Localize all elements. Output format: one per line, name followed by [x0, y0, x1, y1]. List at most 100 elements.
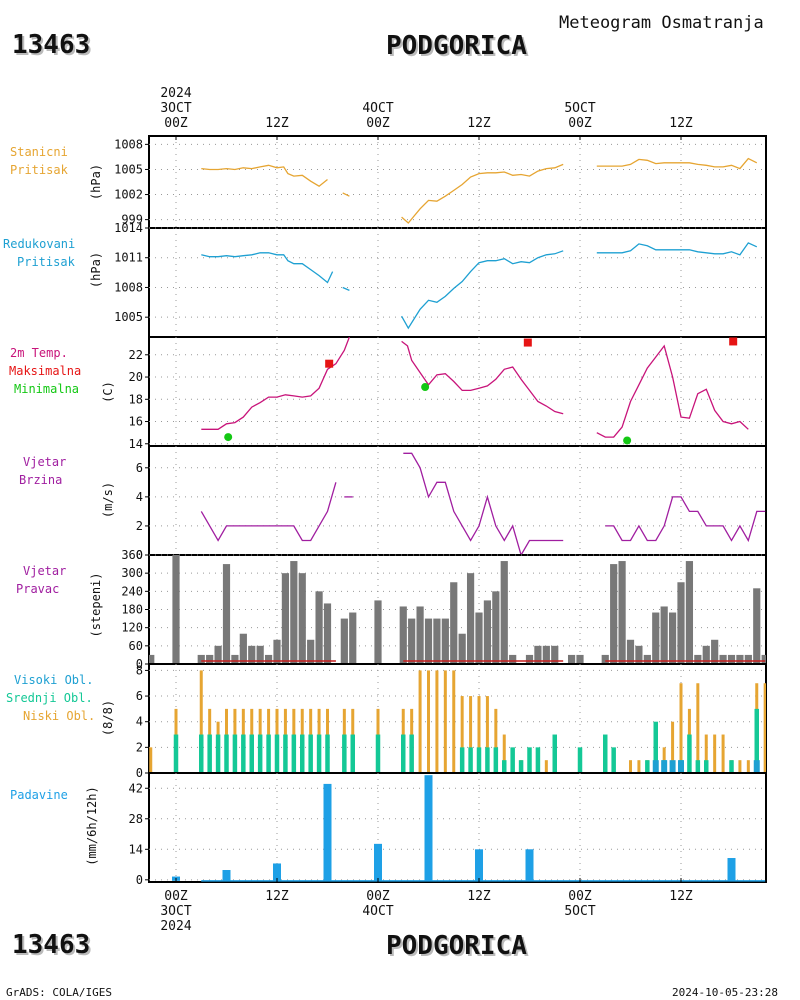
- cloud-bar-mid: [401, 734, 406, 773]
- wind-dir-bar: [500, 561, 508, 664]
- cloud-bar-mid: [527, 747, 532, 773]
- wind-dir-bar: [441, 618, 449, 664]
- series-line: [342, 286, 350, 291]
- min-temp-marker: [224, 433, 233, 442]
- wind-dir-bar: [264, 654, 273, 664]
- wind-dir-bar: [206, 654, 214, 664]
- cloud-bar-low: [637, 760, 641, 773]
- cloud-bar-mid: [704, 760, 709, 773]
- min-temp-marker: [623, 436, 632, 445]
- cloud-bar-high: [678, 760, 685, 773]
- top-time-label: 12Z: [467, 116, 491, 131]
- wind-dir-bar: [483, 600, 492, 664]
- wind-dir-bar: [643, 654, 651, 664]
- top-time-label: 00Z: [366, 116, 390, 131]
- cloud-bar-mid: [173, 734, 179, 773]
- bottom-time-label: 4OCT: [362, 904, 393, 919]
- panel-frame: [148, 336, 767, 447]
- plot-area: [149, 670, 766, 773]
- precip-bar: [727, 858, 736, 881]
- panel-1: 999 1002 1005 1008 (hPa) Stanicni Pritisak: [10, 135, 767, 229]
- wind-dir-bar: [458, 633, 466, 664]
- wind-dir-bar: [677, 582, 685, 664]
- cloud-bar-mid: [468, 747, 473, 773]
- y-tick-label: 22: [129, 348, 143, 362]
- panel-label: Maksimalna: [9, 364, 81, 378]
- y-tick-label: 6: [136, 689, 143, 703]
- panel-label: Stanicni: [10, 145, 68, 159]
- cloud-bar-mid: [535, 747, 541, 773]
- cloud-bar-mid: [493, 747, 499, 773]
- precip-bar: [222, 870, 231, 881]
- cloud-bar-mid: [485, 747, 490, 773]
- cloud-bar-mid: [375, 734, 381, 773]
- cloud-bar-mid: [241, 734, 246, 773]
- cloud-bar-mid: [552, 734, 558, 773]
- panel-5: 0 60 120 180 240 300 360 (stepeni) Vjetar Pravac: [16, 548, 767, 671]
- wind-dir-bar: [298, 573, 306, 664]
- cloud-bar-mid: [577, 747, 583, 773]
- wind-dir-bar: [626, 639, 635, 664]
- max-temp-marker: [325, 359, 334, 368]
- cloud-bar-mid: [207, 734, 212, 773]
- wind-dir-bar: [214, 645, 222, 664]
- y-tick-label: 0: [136, 873, 143, 887]
- plot-area: [172, 775, 766, 882]
- wind-dir-bar: [408, 618, 416, 664]
- cloud-bar-mid: [603, 734, 608, 773]
- y-tick-label: 1011: [114, 251, 143, 265]
- y-axis-label: (hPa): [89, 252, 103, 288]
- wind-dir-bar: [525, 654, 534, 664]
- y-tick-label: 999: [121, 213, 143, 227]
- panel-frame: [148, 445, 767, 556]
- cloud-bar-mid: [687, 734, 692, 773]
- panel-frame: [148, 772, 767, 883]
- cloud-bar-mid: [316, 734, 322, 773]
- wind-dir-bar: [149, 654, 155, 664]
- cloud-bar-mid: [611, 747, 616, 773]
- bottom-time-label: 2024: [160, 919, 191, 934]
- y-tick-label: 42: [129, 781, 143, 795]
- y-tick-label: 16: [129, 415, 143, 429]
- wind-dir-bar: [668, 612, 677, 664]
- y-tick-label: 60: [129, 639, 143, 653]
- cloud-bar-mid: [653, 721, 659, 773]
- wind-dir-bar: [172, 555, 180, 664]
- wind-dir-bar: [635, 645, 643, 664]
- cloud-bar-mid: [308, 734, 313, 773]
- cloud-bar-mid: [350, 734, 356, 773]
- cloud-bar-mid: [283, 734, 288, 773]
- y-tick-label: 28: [129, 812, 143, 826]
- y-axis-label: (8/8): [101, 700, 115, 736]
- y-tick-label: 180: [121, 603, 143, 617]
- wind-dir-bar: [475, 612, 483, 664]
- top-time-label: 12Z: [265, 116, 289, 131]
- y-axis-label: (mm/6h/12h): [85, 786, 99, 865]
- wind-dir-bar: [761, 654, 766, 664]
- y-tick-label: 1005: [114, 310, 143, 324]
- cloud-bar-low: [713, 734, 717, 773]
- cloud-bar-low: [460, 696, 464, 773]
- bottom-time-label: 3OCT: [160, 904, 191, 919]
- panel-label: Niski Obl.: [23, 709, 95, 723]
- panel-label: Padavine: [10, 788, 68, 802]
- wind-dir-bar: [450, 582, 458, 664]
- wind-dir-bar: [307, 639, 315, 664]
- wind-dir-bar: [542, 645, 550, 664]
- cloud-bar-low: [629, 760, 633, 773]
- wind-dir-bar: [744, 654, 752, 664]
- y-tick-label: 2: [136, 740, 143, 754]
- cloud-bar-low: [477, 696, 481, 773]
- y-tick-label: 240: [121, 584, 143, 598]
- cloud-bar-mid: [224, 734, 229, 773]
- wind-dir-bar: [601, 654, 609, 664]
- top-time-label: 4OCT: [362, 101, 393, 116]
- panel-label: Pravac: [16, 582, 59, 596]
- wind-dir-bar: [231, 654, 239, 664]
- precip-bar: [374, 843, 383, 881]
- y-axis-label: (hPa): [89, 164, 103, 200]
- station-id-top: 13463: [12, 30, 91, 60]
- series-line: [201, 164, 328, 187]
- y-tick-label: 0: [136, 766, 143, 780]
- bottom-time-label: 12Z: [669, 889, 693, 904]
